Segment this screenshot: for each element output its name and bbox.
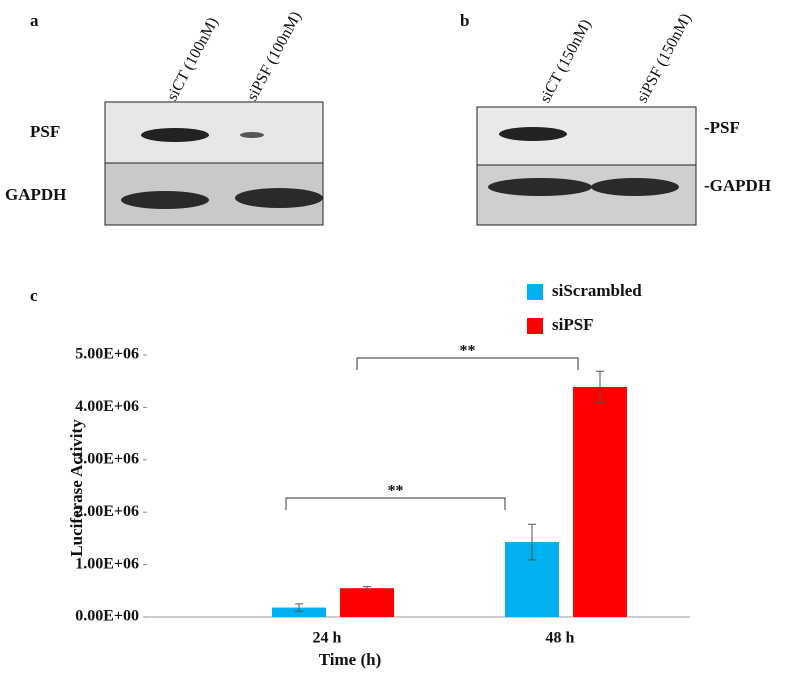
- y-tick-label: 2.00E+06: [75, 503, 139, 520]
- y-tick-label: 1.00E+06: [75, 555, 139, 572]
- lane-label: siPSF (150nM): [634, 11, 695, 106]
- band: [121, 191, 209, 209]
- bar: [340, 588, 394, 617]
- lane-label: siCT (150nM): [537, 17, 595, 106]
- bar: [573, 386, 627, 617]
- chart: 0.00E+00 1.00E+06 2.00E+06 3.00E+06 4.00E+06…: [75, 281, 690, 647]
- lane-label: siPSF (100nM): [244, 9, 305, 104]
- lane-label: siCT (100nM): [164, 15, 222, 104]
- x-tick-label: 48 h: [546, 630, 575, 647]
- row-label: -PSF: [704, 118, 740, 137]
- significance-label: **: [388, 483, 404, 500]
- legend-swatch: [527, 318, 543, 334]
- row-label: -GAPDH: [704, 176, 771, 195]
- significance-bracket: [285, 497, 506, 510]
- x-axis-title: Time (h): [319, 650, 382, 669]
- y-tick-label: 4.00E+06: [75, 398, 139, 415]
- band: [240, 132, 264, 138]
- blot: [476, 164, 697, 226]
- y-tick-label: 5.00E+06: [75, 346, 139, 363]
- significance-bracket: [356, 357, 579, 370]
- panel-label: b: [460, 11, 469, 30]
- panel-label: c: [30, 286, 38, 305]
- row-label: GAPDH: [5, 185, 66, 204]
- significance-label: **: [460, 343, 476, 360]
- band: [488, 178, 592, 196]
- band: [141, 128, 209, 142]
- band: [499, 127, 567, 141]
- y-tick-label: 0.00E+00: [75, 608, 139, 625]
- legend-label: siPSF: [552, 315, 594, 334]
- row-label: PSF: [30, 122, 60, 141]
- panel-label: a: [30, 11, 39, 30]
- y-axis-title: Luciferase Activity: [67, 419, 86, 557]
- bar: [272, 607, 326, 617]
- band: [591, 178, 679, 196]
- legend-swatch: [527, 284, 543, 300]
- blot: [104, 101, 324, 164]
- band: [235, 188, 323, 208]
- legend-label: siScrambled: [552, 281, 642, 300]
- x-tick-label: 24 h: [313, 630, 342, 647]
- y-tick-label: 3.00E+06: [75, 450, 139, 467]
